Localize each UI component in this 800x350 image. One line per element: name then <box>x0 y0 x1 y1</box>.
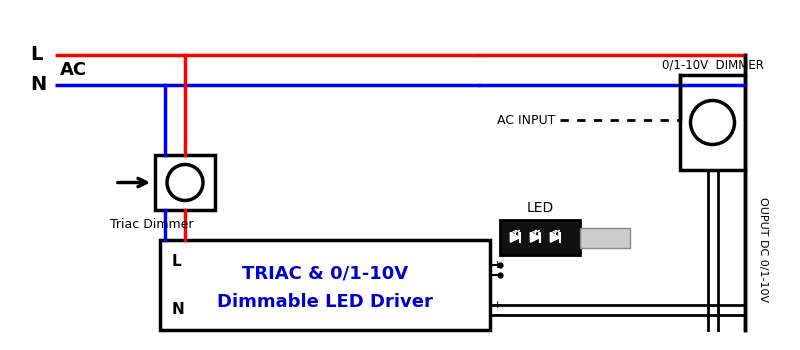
Text: N: N <box>172 302 185 317</box>
Text: LED: LED <box>526 201 554 215</box>
Text: OUPUT DC 0/1-10V: OUPUT DC 0/1-10V <box>758 197 768 302</box>
Bar <box>160 240 490 330</box>
Text: Dimmable LED Driver: Dimmable LED Driver <box>217 293 433 311</box>
Bar <box>500 220 580 255</box>
Text: L: L <box>30 46 42 64</box>
Circle shape <box>167 164 203 201</box>
Circle shape <box>690 100 734 145</box>
Text: +: + <box>493 260 502 270</box>
Bar <box>155 155 215 210</box>
Text: TRIAC & 0/1-10V: TRIAC & 0/1-10V <box>242 264 408 282</box>
Text: L: L <box>172 254 182 270</box>
Text: N: N <box>30 76 46 94</box>
Text: −: − <box>493 310 502 320</box>
Text: AC INPUT: AC INPUT <box>497 113 555 126</box>
Bar <box>680 75 745 170</box>
Text: +: + <box>493 300 502 310</box>
Text: AC: AC <box>60 61 87 79</box>
Text: 0/1-10V  DIMMER: 0/1-10V DIMMER <box>662 59 763 72</box>
Text: −: − <box>493 270 502 280</box>
Polygon shape <box>550 233 559 242</box>
Polygon shape <box>510 233 519 242</box>
Text: Triac Dimmer: Triac Dimmer <box>110 218 194 231</box>
Bar <box>580 228 630 248</box>
Polygon shape <box>530 233 539 242</box>
